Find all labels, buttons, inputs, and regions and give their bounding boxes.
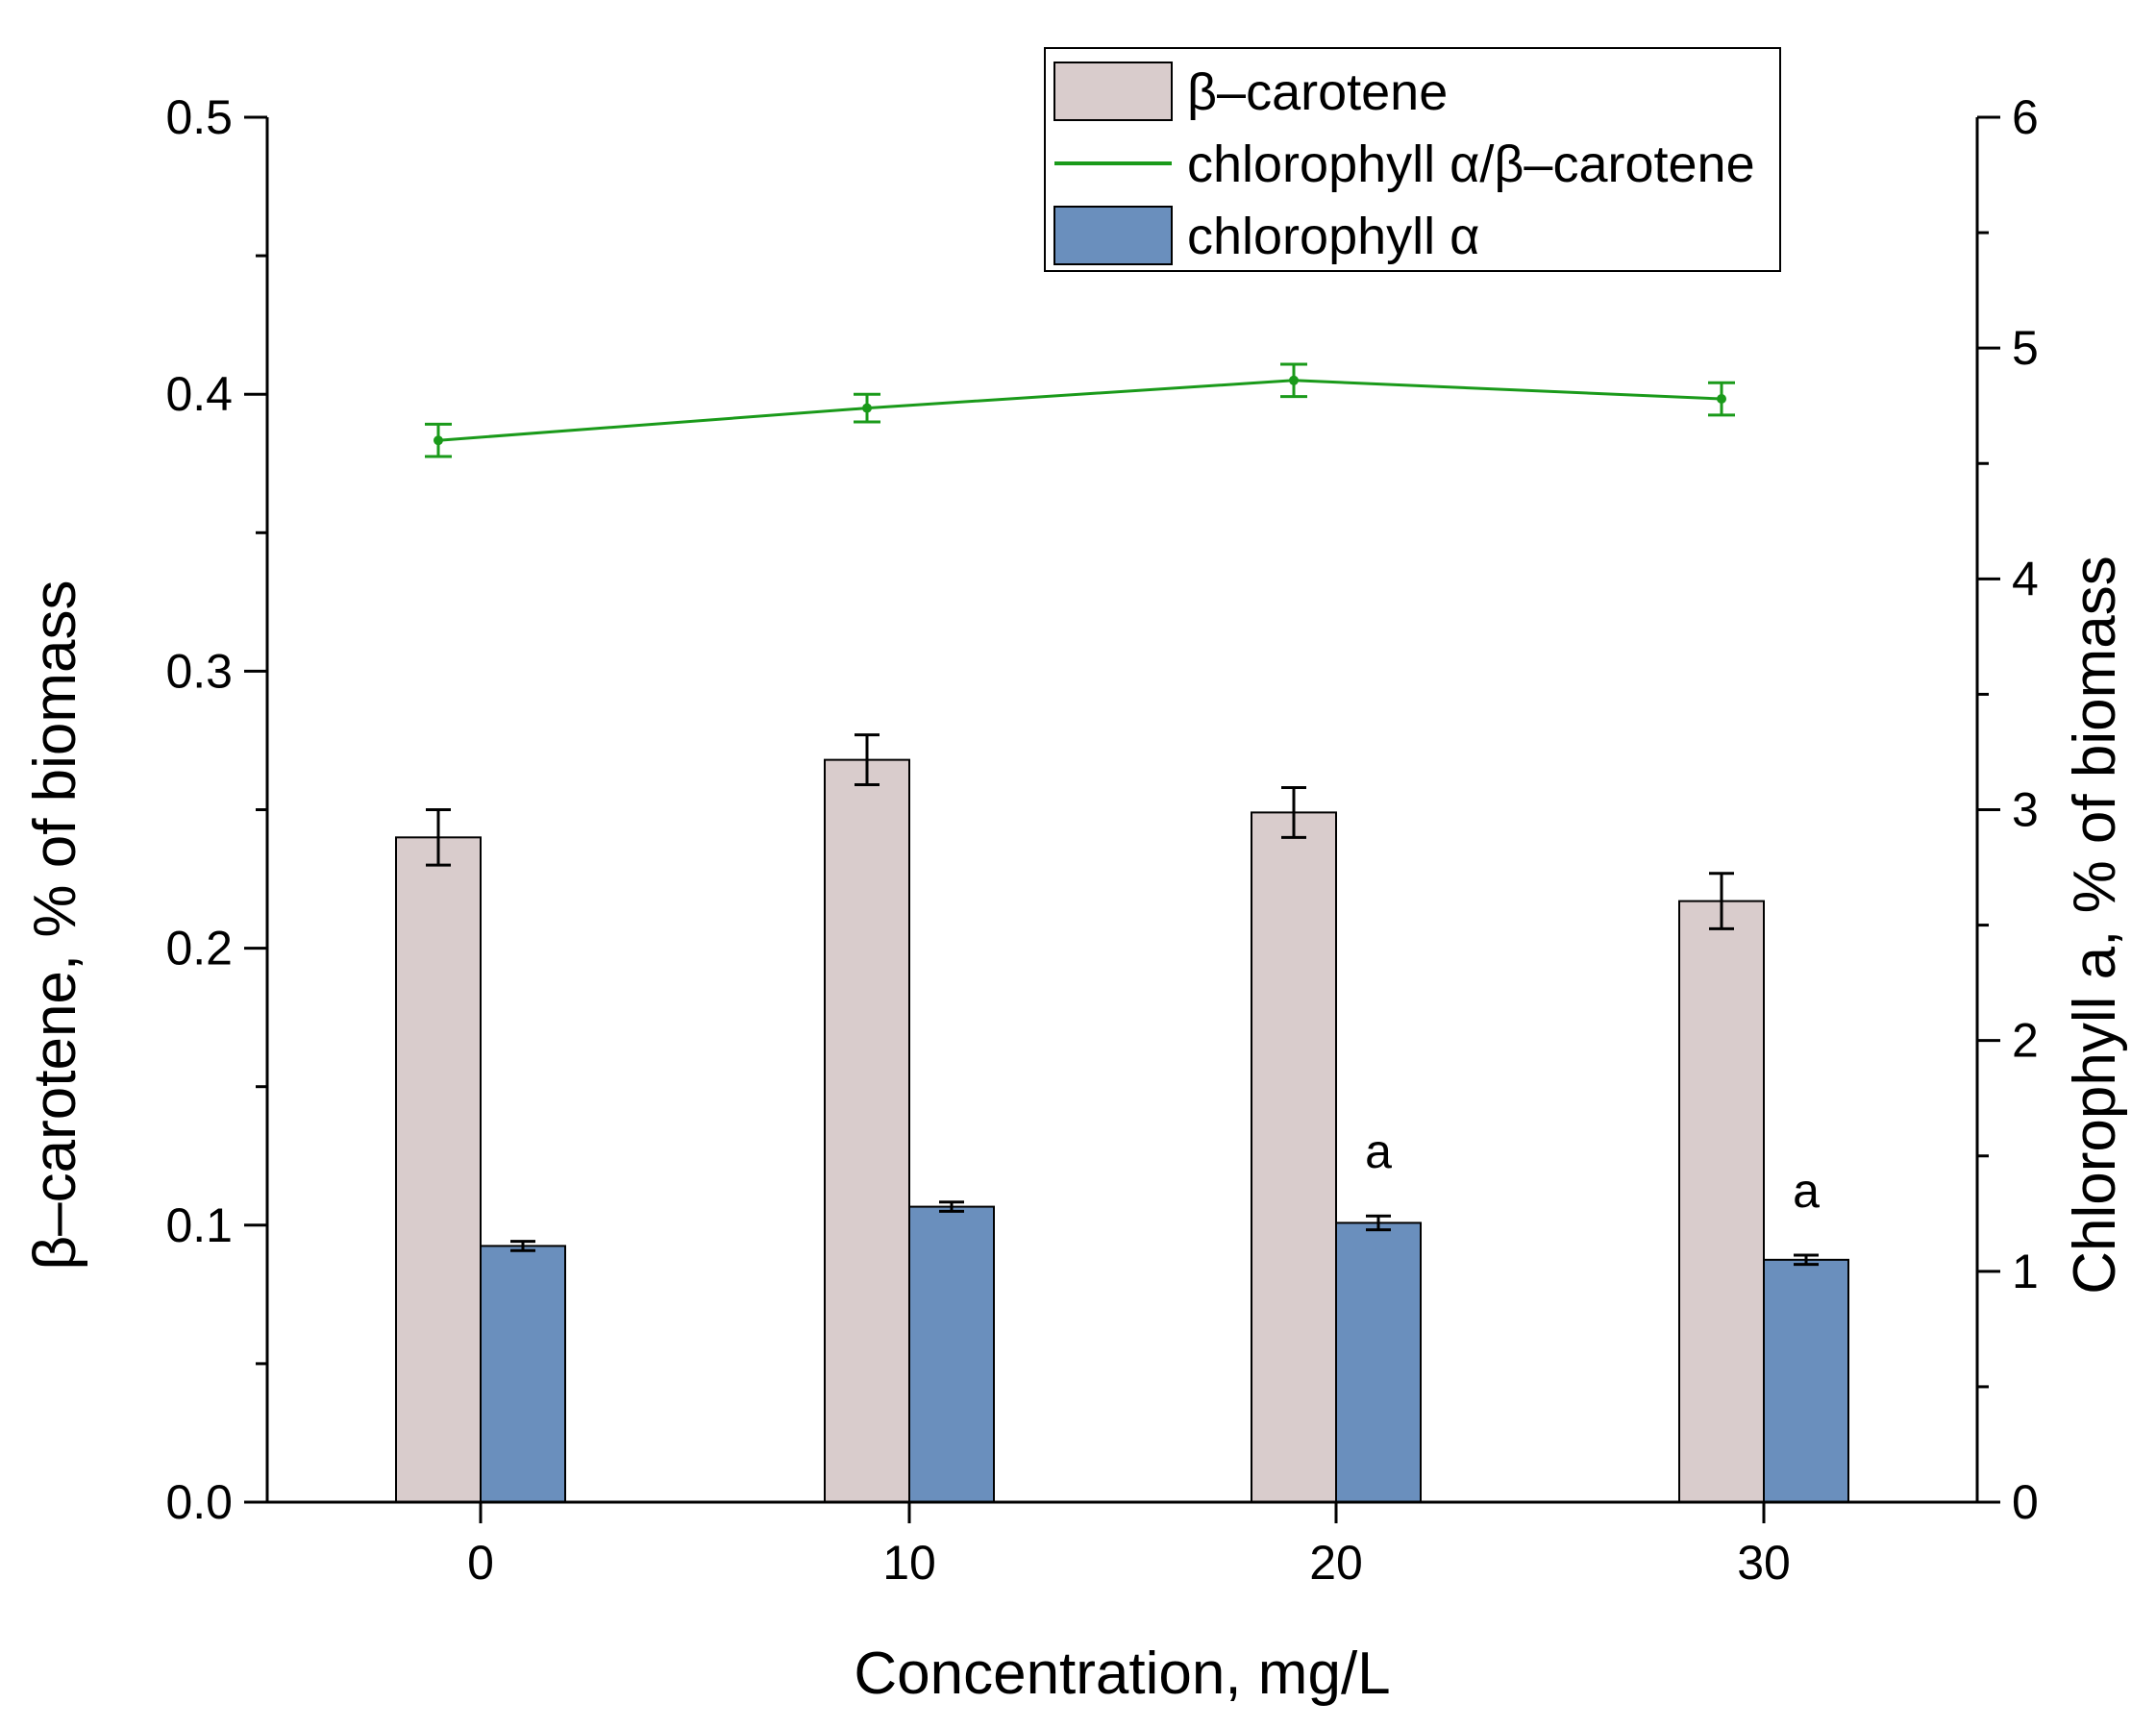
error-bar-chlorophyll (939, 1200, 964, 1213)
y2-tick-label: 3 (2012, 783, 2039, 837)
bar-chlorophyll (1763, 1258, 1849, 1503)
legend-label: β–carotene (1187, 63, 1448, 121)
significance-label: a (1793, 1164, 1820, 1218)
axes-layer: 0.0 0.1 0.2 0.3 0.4 0.5 0 1 2 3 4 5 6 0 10 20 30 (165, 90, 2038, 1590)
ratio-point (862, 403, 872, 413)
ratio-point (1717, 394, 1726, 405)
legend-swatch (1053, 62, 1173, 121)
y2-axis-title: Chlorophyll a, % of biomass (2062, 555, 2128, 1294)
error-bar-beta-carotene (1281, 785, 1306, 839)
y2-tick-label: 5 (2012, 321, 2039, 375)
y2-tick-label: 0 (2012, 1475, 2039, 1529)
y-tick-label: 0.3 (165, 644, 233, 698)
error-bar-chlorophyll (510, 1240, 535, 1252)
bar-beta-carotene (1251, 811, 1337, 1503)
bar-chlorophyll (480, 1245, 566, 1504)
legend-label: chlorophyll α (1187, 208, 1479, 265)
x-tick-label: 10 (882, 1536, 936, 1590)
x-tick-label: 20 (1309, 1536, 1363, 1590)
x-tick-label: 30 (1737, 1536, 1791, 1590)
y-tick-label: 0.5 (165, 90, 233, 144)
ratio-point (434, 435, 443, 446)
error-bar-beta-carotene (855, 733, 880, 787)
bar-beta-carotene (824, 758, 910, 1503)
legend-swatch (1053, 206, 1173, 265)
x-tick-label: 0 (467, 1536, 494, 1590)
error-bar-chlorophyll (1794, 1253, 1819, 1267)
y-tick-label: 0.1 (165, 1198, 233, 1252)
legend: β–carotene chlorophyll α/β–carotene chloro… (1044, 47, 1781, 272)
y-tick-label: 0.4 (165, 367, 233, 421)
bar-chlorophyll (908, 1205, 995, 1503)
legend-label: chlorophyll α/β–carotene (1187, 136, 1755, 193)
y2-tick-label: 2 (2012, 1014, 2039, 1068)
y-tick-label: 0.0 (165, 1475, 233, 1529)
error-bar-beta-carotene (1709, 872, 1734, 930)
y-axis-title: β–carotene, % of biomass (22, 580, 88, 1270)
bar-chlorophyll (1335, 1222, 1422, 1503)
y-tick-label: 0.2 (165, 922, 233, 975)
bars-layer: aa (395, 733, 1849, 1504)
ratio-point (1289, 375, 1299, 385)
error-bar-chlorophyll (1366, 1214, 1391, 1232)
ratio-line-layer (425, 362, 1735, 458)
bar-beta-carotene (1678, 900, 1765, 1503)
y2-tick-label: 6 (2012, 90, 2039, 144)
y2-tick-label: 4 (2012, 552, 2039, 605)
error-bar-beta-carotene (426, 808, 451, 867)
y2-tick-label: 1 (2012, 1245, 2039, 1298)
ratio-line (437, 379, 1722, 442)
significance-label: a (1365, 1124, 1392, 1178)
x-axis-title: Concentration, mg/L (854, 1641, 1390, 1707)
bar-beta-carotene (395, 836, 482, 1503)
